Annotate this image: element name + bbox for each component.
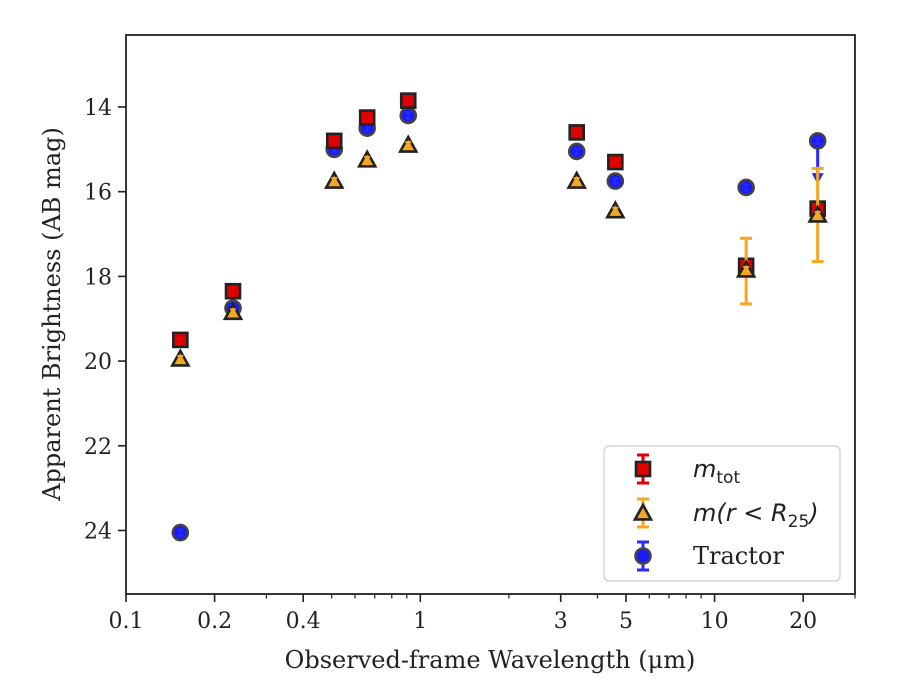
legend-label-main: m(r < R bbox=[693, 499, 788, 527]
legend-entry-mtot: mtot bbox=[634, 453, 740, 488]
x-tick-label: 1 bbox=[413, 609, 427, 634]
y-axis-label: Apparent Brightness (AB mag) bbox=[38, 127, 66, 502]
plot-frame bbox=[125, 34, 856, 595]
y-tick-label: 22 bbox=[84, 435, 112, 460]
x-tick-label: 0.1 bbox=[109, 609, 144, 634]
legend-label-main: m bbox=[693, 455, 716, 483]
legend-box bbox=[603, 445, 841, 582]
x-axis-label: Observed-frame Wavelength (μm) bbox=[285, 646, 696, 674]
legend-entries: mtot m(r < R25) Tractor bbox=[632, 453, 819, 572]
y-tick-label: 14 bbox=[84, 96, 112, 121]
x-tick-label: 20 bbox=[789, 609, 817, 634]
x-tick-label: 0.4 bbox=[286, 609, 321, 634]
x-tick-label: 3 bbox=[554, 609, 568, 634]
legend-label-mtot: mtot bbox=[693, 455, 740, 488]
legend-entry-mr25: m(r < R25) bbox=[632, 497, 819, 532]
legend-entry-tractor: Tractor bbox=[634, 540, 784, 572]
legend-marker-tractor bbox=[634, 547, 652, 565]
x-tick-label: 10 bbox=[701, 609, 729, 634]
legend: mtot m(r < R25) Tractor bbox=[603, 445, 841, 582]
legend-label-mr25: m(r < R25) bbox=[693, 499, 819, 532]
legend-label-sub: 25 bbox=[788, 512, 810, 532]
x-tick-label: 0.2 bbox=[197, 609, 232, 634]
legend-label-sub: tot bbox=[716, 468, 740, 488]
legend-label-main: Tractor bbox=[693, 542, 784, 570]
ticks-layer: 0.1 0.2 0.4 1 3 5 10 20 14 16 18 20 22 24 bbox=[84, 96, 856, 634]
legend-marker-mtot bbox=[634, 460, 652, 478]
y-tick-label: 16 bbox=[84, 181, 112, 206]
points-layer bbox=[170, 92, 828, 542]
legend-label-tractor: Tractor bbox=[693, 542, 784, 570]
y-tick-label: 24 bbox=[84, 519, 112, 544]
y-tick-label: 18 bbox=[84, 265, 112, 290]
y-tick-label: 20 bbox=[84, 350, 112, 375]
legend-marker-mr25 bbox=[632, 502, 654, 521]
legend-label-tail: ) bbox=[807, 499, 818, 527]
x-tick-label: 5 bbox=[619, 609, 633, 634]
series-mr25 bbox=[170, 134, 828, 367]
